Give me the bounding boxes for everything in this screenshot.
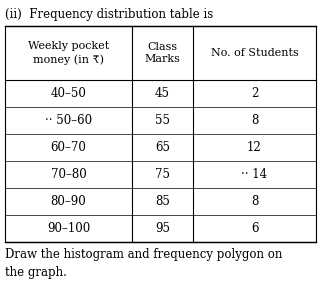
Text: 40–50: 40–50 (51, 87, 86, 100)
Text: 80–90: 80–90 (51, 195, 86, 208)
Text: 6: 6 (251, 222, 258, 235)
Text: Draw the histogram and frequency polygon on
the graph.: Draw the histogram and frequency polygon… (5, 248, 282, 279)
Text: 55: 55 (155, 114, 170, 127)
Text: Class
Marks: Class Marks (144, 42, 180, 64)
Text: (ii)  Frequency distribution table is: (ii) Frequency distribution table is (5, 8, 213, 21)
Text: 85: 85 (155, 195, 170, 208)
Text: No. of Students: No. of Students (211, 48, 299, 58)
Text: 70–80: 70–80 (51, 168, 86, 181)
Text: 60–70: 60–70 (51, 141, 86, 154)
Text: ·· 14: ·· 14 (241, 168, 268, 181)
Text: 45: 45 (155, 87, 170, 100)
Text: 12: 12 (247, 141, 262, 154)
Text: ·· 50–60: ·· 50–60 (45, 114, 92, 127)
Text: 2: 2 (251, 87, 258, 100)
Text: 65: 65 (155, 141, 170, 154)
Text: 75: 75 (155, 168, 170, 181)
Text: 8: 8 (251, 114, 258, 127)
Text: 95: 95 (155, 222, 170, 235)
Text: 90–100: 90–100 (47, 222, 90, 235)
Text: Weekly pocket
money (in ₹): Weekly pocket money (in ₹) (28, 41, 109, 64)
Text: 8: 8 (251, 195, 258, 208)
